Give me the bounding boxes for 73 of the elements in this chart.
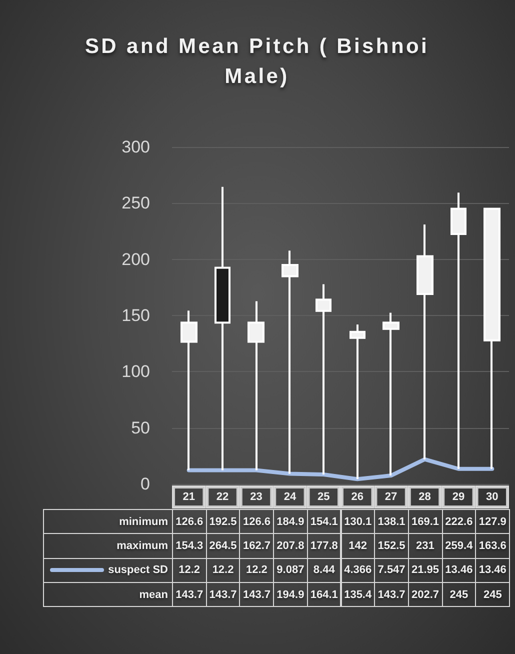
text: 142: [340, 533, 376, 559]
candlestick: [484, 208, 500, 470]
text: 162.7: [239, 533, 274, 559]
line-series: [186, 457, 494, 482]
candlestick: [350, 323, 366, 480]
y-tick-label: 50: [131, 418, 150, 438]
data-label: 9.087: [273, 558, 308, 583]
text: 222.6: [442, 509, 476, 534]
text: 143.7: [206, 582, 240, 608]
data-label: 8.44: [306, 558, 342, 583]
text: 184.9: [273, 509, 308, 534]
text: 154.1: [306, 509, 342, 534]
text: 152.5: [374, 533, 409, 559]
candlestick: [416, 224, 434, 460]
text: 264.5: [206, 533, 240, 559]
x-tick-label: 28: [418, 491, 431, 503]
candlestick: [316, 283, 332, 476]
x-tick-label: 25: [318, 491, 330, 503]
x-tick-label: 29: [452, 491, 465, 503]
y-tick-label: 300: [122, 138, 150, 156]
text: 143.7: [239, 582, 274, 608]
text: 231: [408, 533, 443, 559]
text: 138.1: [374, 509, 409, 534]
text: 163.6: [475, 533, 510, 559]
candlestick: [214, 186, 230, 472]
candlestick: [180, 310, 198, 472]
data-label: 12.2: [239, 558, 274, 583]
data-label: 12.2: [172, 558, 207, 583]
text: mean: [139, 588, 168, 601]
data-label: 4.366: [340, 558, 376, 583]
data-label: 13.46: [442, 558, 476, 583]
text: 126.6: [172, 509, 207, 534]
text: 245: [475, 582, 510, 608]
text: 194.9: [273, 582, 308, 608]
y-tick-label: 0: [140, 474, 150, 494]
candlestick: [382, 312, 400, 477]
text: 164.1: [306, 582, 342, 608]
text: 143.7: [374, 582, 409, 608]
text: 245: [442, 582, 476, 608]
text: 143.7: [172, 582, 207, 608]
text: 127.9: [475, 509, 510, 534]
x-tick-label: 27: [384, 491, 398, 503]
candlestick: [248, 300, 264, 472]
x-tick-label: 30: [486, 491, 498, 503]
candlestick: [282, 250, 298, 475]
text: 126.6: [239, 509, 274, 534]
text: 154.3: [172, 533, 207, 559]
candlestick: [450, 192, 466, 470]
x-tick-label: 21: [182, 491, 195, 503]
text: 259.4: [442, 533, 476, 559]
legend-label: suspect SD: [108, 564, 168, 576]
x-tick-label: 23: [250, 491, 262, 503]
y-tick-label: 150: [122, 306, 150, 325]
chart-title: SD and Mean Pitch ( Bishnoi Male): [84, 34, 430, 90]
text: maximum: [116, 540, 168, 552]
text: 135.4: [340, 582, 376, 608]
text: 207.8: [273, 533, 308, 559]
text: 169.1: [408, 509, 443, 534]
y-tick-label: 250: [122, 194, 150, 213]
text: 202.7: [408, 582, 443, 608]
text: 130.1: [340, 509, 376, 534]
y-tick-label: 200: [122, 250, 150, 269]
data-label: 21.95: [408, 558, 443, 583]
data-label: 13.46: [475, 558, 510, 583]
text: 177.8: [306, 533, 342, 559]
text: 192.5: [206, 509, 240, 534]
x-tick-label: 26: [351, 491, 364, 503]
y-tick-label: 100: [122, 362, 150, 382]
data-label: 7.547: [374, 558, 409, 583]
x-tick-label: 24: [284, 491, 297, 503]
x-tick-label: 22: [216, 491, 229, 503]
data-label: 12.2: [206, 558, 240, 583]
text: minimum: [119, 516, 168, 528]
